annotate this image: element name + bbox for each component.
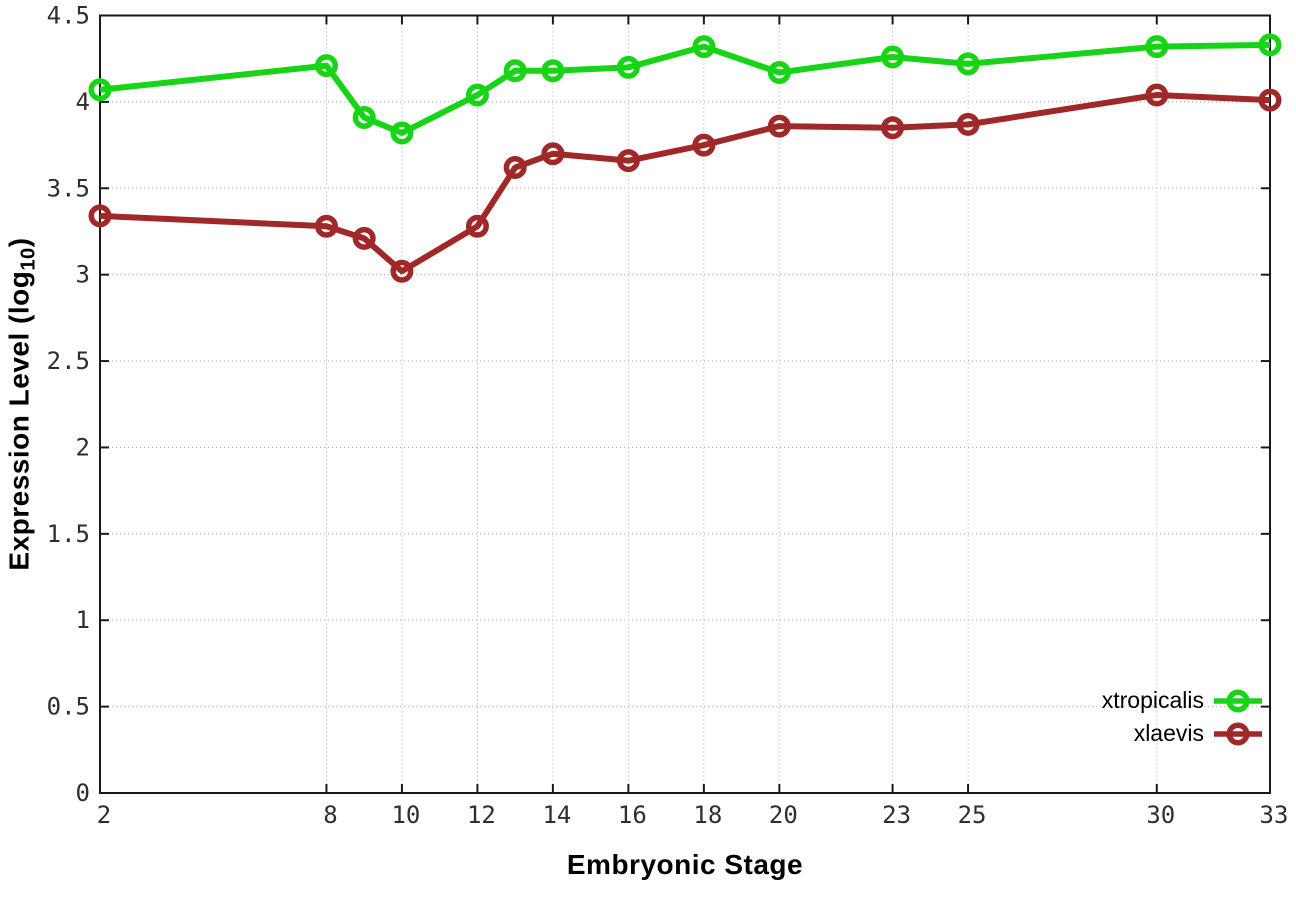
legend: xtropicalis xlaevis [1102, 684, 1263, 750]
data-point-xtropicalis-stage-23 [881, 45, 905, 69]
y-tick-label: 3.5 [47, 174, 90, 202]
series-markers-xtropicalis [88, 33, 1282, 145]
data-point-xtropicalis-stage-30 [1145, 35, 1169, 59]
x-tick-labels: 2 8 10 12 14 16 18 20 23 25 30 33 [97, 801, 1289, 829]
x-tick-label: 18 [693, 801, 722, 829]
y-tick-label: 1 [76, 606, 90, 634]
data-point-xlaevis-stage-33 [1258, 88, 1282, 112]
plot-border [99, 14, 1271, 794]
data-point-xtropicalis-stage-25 [956, 52, 980, 76]
data-point-xtropicalis-stage-12 [465, 83, 489, 107]
x-tick-label: 25 [958, 801, 987, 829]
data-point-xlaevis-stage-8 [314, 214, 338, 238]
data-point-xlaevis-stage-18 [692, 133, 716, 157]
legend-label-xtropicalis: xtropicalis [1101, 687, 1204, 713]
data-point-xlaevis-stage-9 [352, 226, 376, 250]
data-point-xtropicalis-stage-8 [314, 54, 338, 78]
y-tick-label: 4 [76, 88, 90, 116]
data-point-xlaevis-stage-30 [1145, 83, 1169, 107]
gridlines [99, 15, 1271, 794]
series-markers-xlaevis [88, 83, 1282, 283]
x-tick-label: 14 [542, 801, 571, 829]
y-axis-title-suffix: ) [3, 237, 35, 248]
data-point-xlaevis-stage-10 [390, 259, 414, 283]
legend-item-xlaevis: xlaevis [1102, 717, 1263, 750]
y-tick-label: 0.5 [47, 693, 90, 721]
legend-marker-xlaevis [1214, 722, 1262, 745]
y-tick-label: 3 [76, 261, 90, 289]
legend-item-xtropicalis: xtropicalis [1102, 684, 1263, 717]
y-axis-title-text: Expression Level (log [3, 270, 35, 571]
y-axis-title-subscript: 10 [17, 247, 40, 271]
x-tick-label: 16 [618, 801, 647, 829]
x-axis-title: Embryonic Stage [566, 849, 804, 880]
data-point-xlaevis-stage-20 [767, 114, 791, 138]
x-tick-label: 8 [323, 801, 337, 829]
data-point-xtropicalis-stage-18 [692, 35, 716, 59]
y-tick-label: 2.5 [47, 347, 90, 375]
x-tick-label: 12 [467, 801, 496, 829]
data-point-xtropicalis-stage-16 [616, 55, 640, 79]
y-tick-label: 4.5 [47, 2, 90, 30]
y-tick-label: 1.5 [47, 520, 90, 548]
x-tick-label: 2 [97, 801, 111, 829]
legend-label-xlaevis: xlaevis [1133, 720, 1204, 746]
x-tick-label: 10 [391, 801, 420, 829]
x-tick-label: 30 [1146, 801, 1175, 829]
data-point-xtropicalis-stage-2 [88, 78, 112, 102]
x-tick-label: 20 [769, 801, 798, 829]
y-axis-title: Expression Level (log10) [3, 237, 40, 570]
data-point-xtropicalis-stage-9 [352, 105, 376, 129]
data-point-xlaevis-stage-16 [616, 149, 640, 173]
data-point-xtropicalis-stage-14 [541, 59, 565, 83]
data-point-xtropicalis-stage-20 [767, 61, 791, 85]
data-point-xlaevis-stage-25 [956, 112, 980, 136]
y-tick-label: 2 [76, 433, 90, 461]
data-point-xlaevis-stage-23 [881, 116, 905, 140]
data-point-xlaevis-stage-12 [465, 214, 489, 238]
data-point-xlaevis-stage-14 [541, 142, 565, 166]
data-point-xlaevis-stage-2 [88, 204, 112, 228]
y-tick-label: 0 [76, 779, 90, 807]
series-line-xlaevis [99, 91, 1271, 275]
series-line-xtropicalis [99, 41, 1271, 136]
legend-marker-xtropicalis [1214, 689, 1262, 712]
x-tick-label: 23 [882, 801, 911, 829]
data-point-xtropicalis-stage-13 [503, 59, 527, 83]
data-point-xlaevis-stage-13 [503, 156, 527, 180]
data-point-xtropicalis-stage-33 [1258, 33, 1282, 57]
axis-ticks [99, 14, 1271, 794]
data-point-xtropicalis-stage-10 [390, 121, 414, 145]
x-tick-label: 33 [1260, 801, 1289, 829]
y-tick-labels: 0 0.5 1 1.5 2 2.5 3 3.5 4 4.5 [47, 2, 90, 808]
